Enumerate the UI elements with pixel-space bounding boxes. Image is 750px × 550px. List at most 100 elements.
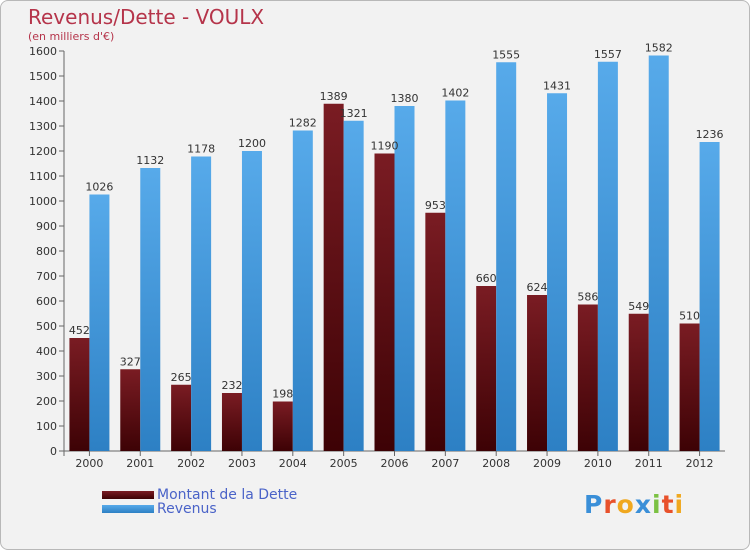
bar-debt <box>120 369 141 451</box>
data-label-debt: 660 <box>476 272 497 285</box>
y-tick-label: 1600 <box>29 45 57 58</box>
bar-revenue <box>597 61 618 451</box>
proxiti-logo: Proxiti <box>584 490 684 519</box>
y-tick-label: 1300 <box>29 120 57 133</box>
bar-revenue <box>343 120 364 451</box>
data-label-revenue: 1132 <box>136 154 164 167</box>
bar-debt <box>476 286 497 451</box>
bar-debt <box>577 304 598 451</box>
axes: 0 100 200 300 400 500 600 700 800 900 1000 1100 1200… <box>29 45 725 470</box>
legend-swatch-debt <box>102 491 154 499</box>
logo-letter: t <box>661 490 675 519</box>
y-tick-label: 100 <box>36 420 57 433</box>
bar-revenue <box>699 142 720 451</box>
bar-revenue <box>191 156 212 451</box>
logo-letter: i <box>652 490 662 519</box>
bar-debt <box>171 384 192 451</box>
bar-revenue <box>496 62 517 451</box>
x-tick-label: 2012 <box>686 457 714 470</box>
x-tick-label: 2011 <box>635 457 663 470</box>
data-labels: 452 1026 327 1132 265 1178 232 1200 198 1282 1389 1… <box>69 42 724 401</box>
x-tick-label: 2010 <box>584 457 612 470</box>
logo-letter: P <box>584 490 604 519</box>
y-tick-label: 900 <box>36 220 57 233</box>
y-tick-label: 200 <box>36 395 57 408</box>
data-label-debt: 265 <box>171 371 192 384</box>
y-tick-label: 0 <box>50 445 57 458</box>
x-tick-label: 2006 <box>381 457 409 470</box>
logo-letter: o <box>616 490 635 519</box>
data-label-debt: 510 <box>679 310 700 323</box>
logo-letter: r <box>603 490 617 519</box>
bar-debt <box>323 103 344 451</box>
bar-debt <box>628 313 649 451</box>
data-label-debt: 1389 <box>320 90 348 103</box>
bar-debt <box>69 338 90 451</box>
y-tick-label: 800 <box>36 245 57 258</box>
data-label-revenue: 1582 <box>645 42 673 55</box>
x-tick-label: 2005 <box>330 457 358 470</box>
logo-letter: i <box>674 490 685 519</box>
y-tick-label: 500 <box>36 320 57 333</box>
y-tick-label: 1000 <box>29 195 57 208</box>
bar-debt <box>425 212 446 451</box>
data-label-debt: 198 <box>272 388 293 401</box>
data-label-revenue: 1026 <box>85 181 113 194</box>
y-tick-label: 1400 <box>29 95 57 108</box>
data-label-revenue: 1178 <box>187 143 215 156</box>
legend-swatch-revenue <box>102 505 154 513</box>
legend-item-revenue: Revenus <box>102 501 217 517</box>
y-tick-label: 600 <box>36 295 57 308</box>
y-tick-label: 700 <box>36 270 57 283</box>
data-label-debt: 452 <box>69 324 90 337</box>
data-label-revenue: 1282 <box>289 117 317 130</box>
bar-debt <box>679 323 700 451</box>
bar-debt <box>272 401 293 451</box>
legend-label-debt: Montant de la Dette <box>157 487 298 503</box>
chart-subtitle: (en milliers d'€) <box>28 30 115 43</box>
bar-revenue <box>241 151 262 451</box>
y-tick-label: 1500 <box>29 70 57 83</box>
bar-revenue <box>292 130 313 451</box>
data-label-revenue: 1321 <box>340 107 368 120</box>
x-tick-label: 2004 <box>279 457 307 470</box>
bar-debt <box>374 153 395 451</box>
x-tick-label: 2009 <box>533 457 561 470</box>
x-tick-label: 2008 <box>482 457 510 470</box>
y-tick-label: 1200 <box>29 145 57 158</box>
data-label-debt: 624 <box>527 281 548 294</box>
data-label-revenue: 1402 <box>441 87 469 100</box>
data-label-debt: 1190 <box>371 140 399 153</box>
data-label-revenue: 1557 <box>594 48 622 61</box>
logo-letter: x <box>634 490 652 519</box>
bar-revenue <box>140 168 161 451</box>
x-tick-label: 2000 <box>75 457 103 470</box>
bar-debt <box>221 393 242 451</box>
legend-label-revenue: Revenus <box>157 501 217 517</box>
bars <box>69 55 720 451</box>
data-label-debt: 327 <box>120 355 141 368</box>
bar-debt <box>527 295 548 451</box>
bar-revenue <box>394 106 415 451</box>
data-label-debt: 232 <box>221 379 242 392</box>
data-label-revenue: 1555 <box>492 48 520 61</box>
x-tick-label: 2007 <box>431 457 459 470</box>
data-label-debt: 953 <box>425 199 446 212</box>
data-label-debt: 586 <box>577 291 598 304</box>
y-tick-label: 300 <box>36 370 57 383</box>
bar-revenue <box>648 55 669 451</box>
x-tick-label: 2001 <box>126 457 154 470</box>
data-label-revenue: 1431 <box>543 79 571 92</box>
data-label-revenue: 1380 <box>391 92 419 105</box>
x-tick-label: 2002 <box>177 457 205 470</box>
data-label-revenue: 1200 <box>238 137 266 150</box>
data-label-revenue: 1236 <box>696 128 724 141</box>
legend-item-debt: Montant de la Dette <box>102 487 298 503</box>
bar-revenue <box>547 93 568 451</box>
y-tick-label: 400 <box>36 345 57 358</box>
y-tick-label: 1100 <box>29 170 57 183</box>
bar-revenue <box>89 194 110 451</box>
bar-revenue <box>445 100 466 451</box>
